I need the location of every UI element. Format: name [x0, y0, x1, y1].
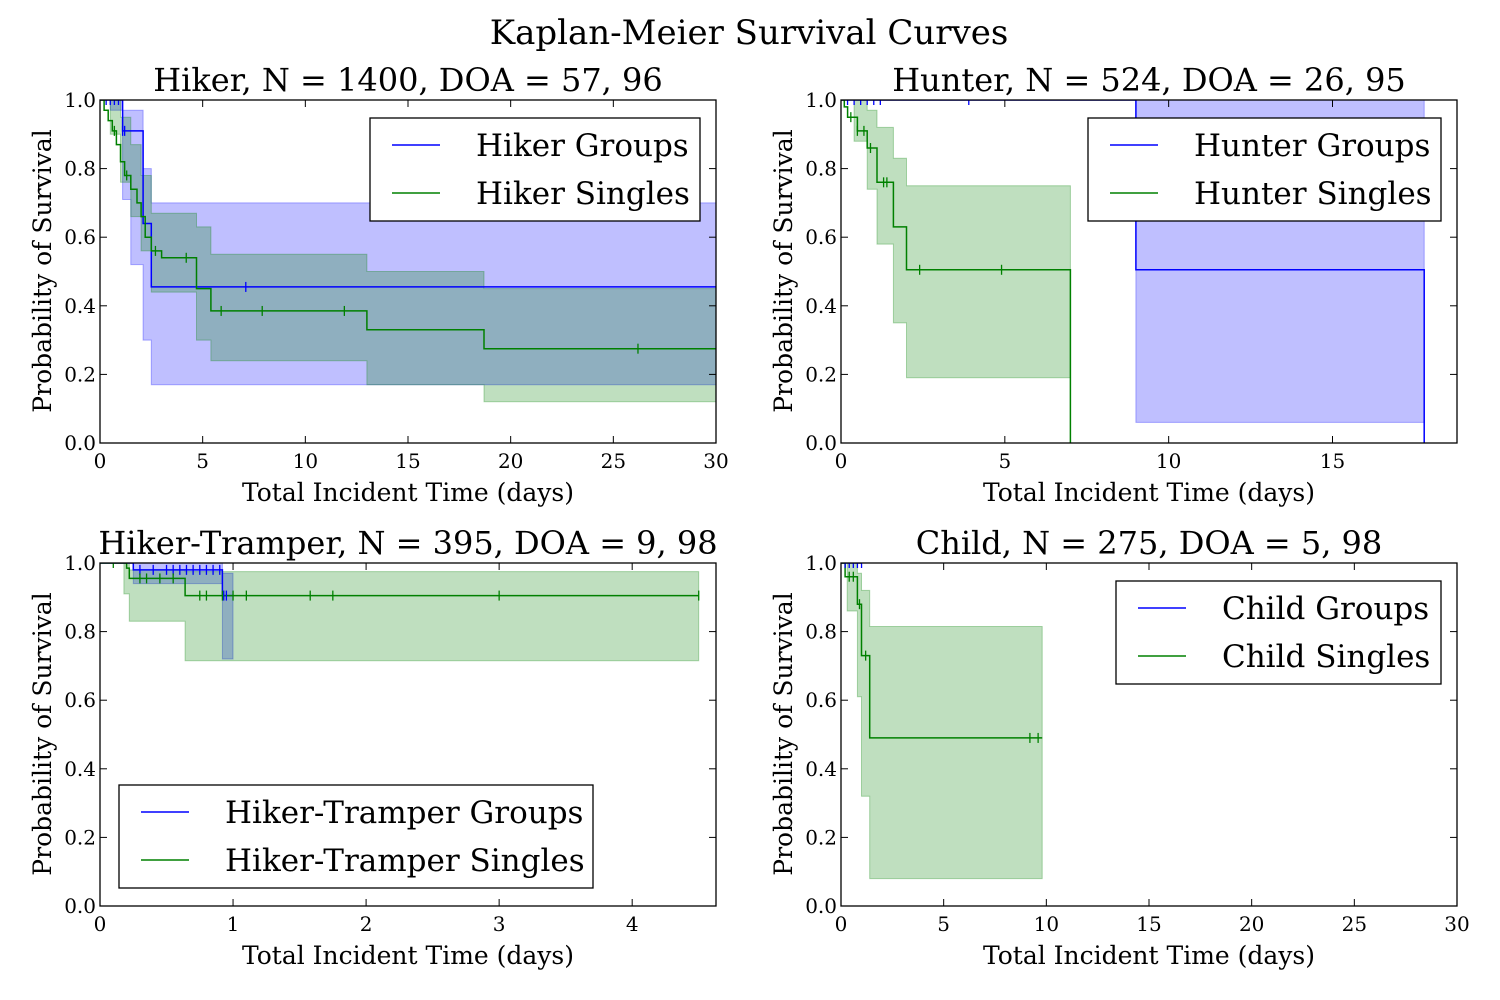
x-tick-label: 25 [1342, 912, 1367, 936]
ci-band-singles [100, 563, 700, 662]
y-axis-label: Probability of Survival [28, 129, 57, 412]
legend-label: Hiker-Tramper Singles [225, 843, 585, 879]
y-tick-label: 0.0 [64, 431, 96, 455]
y-tick-label: 1.0 [805, 88, 837, 112]
axes-frame [840, 99, 1458, 444]
ci-band-groups [100, 100, 716, 386]
legend-label: Hunter Groups [1194, 128, 1430, 164]
x-tick-label: 20 [1239, 912, 1264, 936]
x-axis-label: Total Incident Time (days) [983, 478, 1315, 507]
x-tick-label: 25 [601, 449, 626, 473]
x-tick-label: 0 [94, 449, 107, 473]
x-axis-label: Total Incident Time (days) [242, 941, 574, 970]
x-tick-label: 2 [360, 912, 373, 936]
panel-title: Hunter, N = 524, DOA = 26, 95 [892, 61, 1406, 99]
legend: Hunter Groups Hunter Singles [1087, 117, 1442, 222]
y-tick-label: 0.4 [805, 757, 837, 781]
y-tick-label: 0.8 [805, 157, 837, 181]
y-tick-label: 0.4 [805, 294, 837, 318]
y-tick-label: 0.2 [805, 362, 837, 386]
y-tick-label: 0.4 [64, 294, 96, 318]
panel-title: Hiker, N = 1400, DOA = 57, 96 [153, 61, 662, 99]
y-axis-label: Probability of Survival [769, 129, 798, 412]
legend-label: Hunter Singles [1194, 176, 1432, 212]
legend-label: Hiker-Tramper Groups [225, 795, 583, 831]
y-tick-label: 0.0 [805, 431, 837, 455]
x-axis-label: Total Incident Time (days) [983, 941, 1315, 970]
legend-label: Child Singles [1222, 639, 1430, 675]
survival-line-groups [100, 100, 716, 288]
survival-line-singles [100, 100, 716, 350]
legend-box [369, 117, 701, 222]
x-tick-label: 15 [395, 449, 420, 473]
x-tick-label: 4 [626, 912, 639, 936]
survival-line-groups [841, 100, 1425, 443]
y-tick-label: 0.0 [64, 894, 96, 918]
x-tick-label: 3 [493, 912, 506, 936]
y-axis-label: Probability of Survival [769, 592, 798, 875]
legend: Hiker Groups Hiker Singles [369, 117, 701, 222]
panel-title: Hiker-Tramper, N = 395, DOA = 9, 98 [98, 524, 717, 562]
legend-label: Child Groups [1222, 591, 1429, 627]
y-tick-label: 1.0 [64, 551, 96, 575]
y-tick-label: 0.2 [805, 825, 837, 849]
y-tick-label: 0.8 [64, 620, 96, 644]
x-tick-label: 30 [703, 449, 728, 473]
y-tick-label: 0.6 [805, 225, 837, 249]
figure-title: Kaplan-Meier Survival Curves [490, 13, 1009, 53]
x-tick-label: 0 [835, 449, 848, 473]
y-tick-label: 0.6 [64, 225, 96, 249]
x-axis-label: Total Incident Time (days) [242, 478, 574, 507]
x-tick-label: 30 [1444, 912, 1469, 936]
panel-hiker: Hiker, N = 1400, DOA = 57, 96 Total Inci… [28, 61, 729, 507]
x-tick-label: 15 [1320, 449, 1345, 473]
x-tick-label: 10 [293, 449, 318, 473]
y-tick-label: 0.2 [64, 825, 96, 849]
plot-area: 0 5 10 15 20 25 30 0.0 0.2 0.4 0.6 0.8 1.0 [64, 88, 729, 473]
y-tick-label: 0.4 [64, 757, 96, 781]
axes-frame [99, 562, 717, 907]
x-tick-label: 5 [937, 912, 950, 936]
survival-line-singles [841, 100, 1072, 443]
x-tick-label: 10 [1156, 449, 1181, 473]
y-tick-label: 1.0 [805, 551, 837, 575]
ci-band-singles [841, 563, 1043, 880]
y-tick-label: 0.6 [805, 688, 837, 712]
plot-area: 0 1 2 3 4 0.0 0.2 0.4 0.6 0.8 1.0 [64, 551, 717, 936]
x-tick-label: 10 [1034, 912, 1059, 936]
legend-label: Hiker Groups [476, 128, 689, 164]
plot-area: 0 5 10 15 20 25 30 0.0 0.2 0.4 0.6 0.8 1.0 [805, 551, 1470, 936]
legend: Child Groups Child Singles [1115, 580, 1442, 685]
legend-box [1087, 117, 1442, 222]
x-tick-label: 5 [196, 449, 209, 473]
legend-box [1115, 580, 1442, 685]
y-tick-label: 0.0 [805, 894, 837, 918]
legend-label: Hiker Singles [476, 176, 690, 212]
x-tick-label: 1 [227, 912, 240, 936]
y-tick-label: 1.0 [64, 88, 96, 112]
x-tick-label: 0 [835, 912, 848, 936]
ci-band-singles [100, 100, 716, 403]
y-axis-label: Probability of Survival [28, 592, 57, 875]
legend-box [118, 784, 594, 889]
y-tick-label: 0.6 [64, 688, 96, 712]
ci-band-singles [841, 100, 1071, 379]
y-tick-label: 0.2 [64, 362, 96, 386]
panel-hiker-tramper: Hiker-Tramper, N = 395, DOA = 9, 98 Tota… [28, 524, 718, 970]
panel-child: Child, N = 275, DOA = 5, 98 Total Incide… [769, 524, 1470, 970]
x-tick-label: 5 [998, 449, 1011, 473]
y-tick-label: 0.8 [805, 620, 837, 644]
panel-hunter: Hunter, N = 524, DOA = 26, 95 Total Inci… [769, 61, 1458, 507]
x-tick-label: 15 [1136, 912, 1161, 936]
survival-line-singles [100, 563, 699, 597]
y-tick-label: 0.8 [64, 157, 96, 181]
panel-title: Child, N = 275, DOA = 5, 98 [916, 524, 1383, 562]
legend: Hiker-Tramper Groups Hiker-Tramper Single… [118, 784, 594, 889]
x-tick-label: 20 [498, 449, 523, 473]
x-tick-label: 0 [94, 912, 107, 936]
